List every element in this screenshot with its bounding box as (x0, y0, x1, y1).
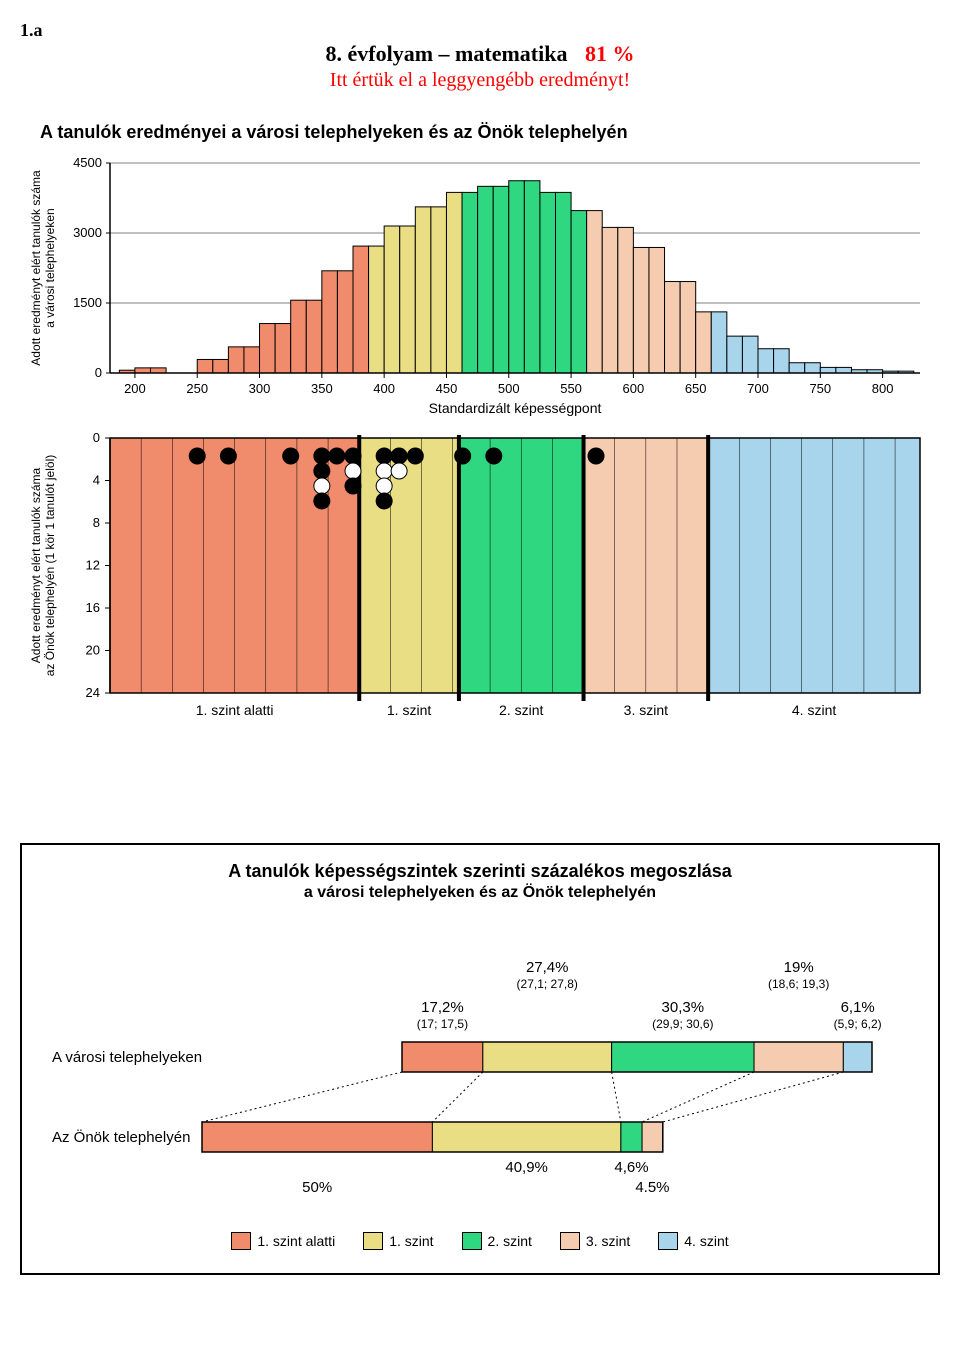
svg-text:4: 4 (93, 473, 100, 488)
svg-text:1. szint: 1. szint (387, 702, 431, 718)
svg-text:200: 200 (124, 381, 146, 396)
chart1-title: A tanulók eredményei a városi telephelye… (40, 122, 940, 143)
svg-text:450: 450 (436, 381, 458, 396)
svg-text:40,9%: 40,9% (505, 1159, 548, 1176)
svg-text:550: 550 (560, 381, 582, 396)
chart3-title-1: A tanulók képességszintek szerinti száza… (32, 861, 928, 882)
svg-text:750: 750 (809, 381, 831, 396)
svg-text:500: 500 (498, 381, 520, 396)
legend-item: 3. szint (560, 1232, 630, 1250)
legend-item: 4. szint (658, 1232, 728, 1250)
svg-text:30,3%: 30,3% (662, 999, 705, 1016)
svg-text:12: 12 (86, 558, 100, 573)
svg-text:1500: 1500 (73, 295, 102, 310)
svg-text:Standardizált képességpont: Standardizált képességpont (429, 400, 602, 416)
legend: 1. szint alatti 1. szint 2. szint 3. szint 4… (32, 1232, 928, 1253)
svg-text:(29,9; 30,6): (29,9; 30,6) (652, 1017, 713, 1031)
legend-item: 1. szint (363, 1232, 433, 1250)
svg-text:3000: 3000 (73, 225, 102, 240)
page-title-row: 8. évfolyam – matematika 81 % (20, 41, 940, 67)
svg-text:3. szint: 3. szint (624, 702, 668, 718)
svg-text:az Önök telephelyén (1 kör 1 t: az Önök telephelyén (1 kör 1 tanulót jel… (43, 455, 57, 676)
svg-text:27,4%: 27,4% (526, 959, 569, 976)
svg-text:50%: 50% (302, 1179, 332, 1192)
svg-text:a városi telephelyeken: a városi telephelyeken (43, 208, 57, 327)
page-subtitle: Itt értük el a leggyengébb eredményt! (20, 69, 940, 92)
svg-text:(5,9; 6,2): (5,9; 6,2) (834, 1017, 882, 1031)
svg-text:4500: 4500 (73, 155, 102, 170)
svg-text:650: 650 (685, 381, 707, 396)
chart3-panel: A tanulók képességszintek szerinti száza… (20, 843, 940, 1275)
svg-text:8: 8 (93, 515, 100, 530)
svg-text:19%: 19% (784, 959, 814, 976)
chart1-histogram: 0 1500 3000 4500 200 250 300 350 400 450 500 550 600… (20, 153, 940, 423)
svg-text:4,5%: 4,5% (635, 1179, 669, 1192)
svg-text:17,2%: 17,2% (421, 999, 464, 1016)
page-percent: 81 % (585, 41, 635, 66)
svg-text:(18,6; 19,3): (18,6; 19,3) (768, 977, 829, 991)
svg-text:700: 700 (747, 381, 769, 396)
page-title: 8. évfolyam – matematika (326, 41, 568, 66)
svg-text:6,1%: 6,1% (841, 999, 875, 1016)
svg-text:350: 350 (311, 381, 333, 396)
svg-text:600: 600 (623, 381, 645, 396)
svg-text:1. szint alatti: 1. szint alatti (196, 702, 274, 718)
svg-text:16: 16 (86, 600, 100, 615)
svg-text:2. szint: 2. szint (499, 702, 543, 718)
svg-text:20: 20 (86, 643, 100, 658)
svg-text:24: 24 (86, 685, 100, 700)
svg-text:Adott eredményt elért tanulók: Adott eredményt elért tanulók száma (29, 170, 43, 366)
svg-text:0: 0 (95, 365, 102, 380)
chart3-title-2: a városi telephelyeken és az Önök teleph… (32, 884, 928, 902)
svg-text:4,6%: 4,6% (614, 1159, 648, 1176)
svg-text:400: 400 (373, 381, 395, 396)
svg-text:A városi telephelyeken: A városi telephelyeken (52, 1049, 202, 1066)
legend-item: 2. szint (462, 1232, 532, 1250)
svg-text:Az Önök telephelyén: Az Önök telephelyén (52, 1128, 190, 1146)
svg-text:0: 0 (93, 433, 100, 445)
svg-text:(27,1; 27,8): (27,1; 27,8) (517, 977, 578, 991)
section-number: 1.a (20, 20, 940, 41)
svg-text:250: 250 (186, 381, 208, 396)
legend-item: 1. szint alatti (231, 1232, 335, 1250)
svg-text:4. szint: 4. szint (792, 702, 836, 718)
svg-text:Adott eredményt elért tanulók: Adott eredményt elért tanulók száma (29, 467, 43, 663)
svg-text:800: 800 (872, 381, 894, 396)
svg-text:300: 300 (249, 381, 271, 396)
svg-text:(17; 17,5): (17; 17,5) (417, 1017, 468, 1031)
chart2-dotplot: 0 4 8 12 16 20 24 1. szint alatti 1. szint 2. szi… (20, 433, 940, 723)
